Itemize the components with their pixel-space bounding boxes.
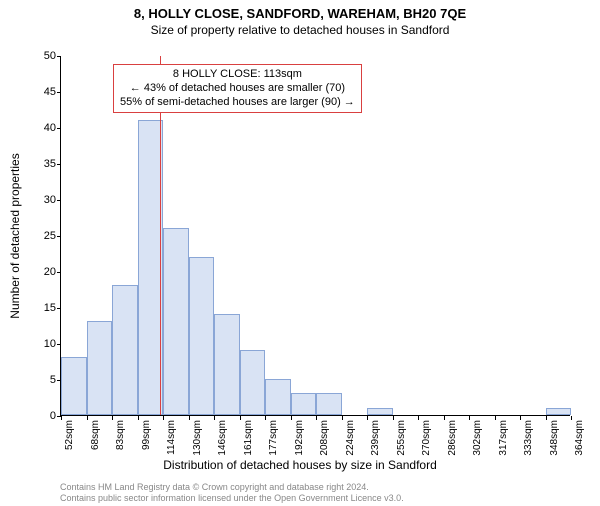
y-tick-mark [57,56,61,57]
y-tick-mark [57,164,61,165]
x-tick-mark [112,416,113,420]
x-tick-label: 114sqm [166,420,177,455]
plot-region: 0510152025303540455052sqm68sqm83sqm99sqm… [60,56,570,416]
footer-line2: Contains public sector information licen… [60,493,404,504]
histogram-bar [240,350,266,415]
y-tick-label: 35 [16,158,56,170]
histogram-bar [546,408,572,415]
x-tick-mark [342,416,343,420]
y-tick-label: 45 [16,86,56,98]
x-tick-label: 302sqm [472,420,483,456]
y-tick-mark [57,308,61,309]
x-tick-label: 224sqm [345,420,356,456]
x-tick-label: 68sqm [90,420,101,450]
x-tick-mark [87,416,88,420]
y-tick-mark [57,92,61,93]
footer-line1: Contains HM Land Registry data © Crown c… [60,482,404,493]
x-tick-label: 146sqm [217,420,228,456]
x-tick-mark [189,416,190,420]
x-axis-label: Distribution of detached houses by size … [0,458,600,472]
y-tick-mark [57,200,61,201]
x-tick-mark [520,416,521,420]
x-tick-mark [571,416,572,420]
x-tick-label: 83sqm [115,420,126,450]
x-tick-label: 364sqm [574,420,585,456]
annotation-line2: ← 43% of detached houses are smaller (70… [120,82,355,96]
histogram-bar [214,314,240,415]
y-tick-label: 20 [16,266,56,278]
annotation-line3: 55% of semi-detached houses are larger (… [120,96,355,110]
annotation-line1: 8 HOLLY CLOSE: 113sqm [120,68,355,82]
x-tick-mark [418,416,419,420]
histogram-bar [138,120,164,415]
chart-title-main: 8, HOLLY CLOSE, SANDFORD, WAREHAM, BH20 … [0,6,600,21]
x-tick-mark [214,416,215,420]
y-tick-label: 40 [16,122,56,134]
histogram-bar [163,228,189,415]
chart-subtitle: Size of property relative to detached ho… [0,23,600,37]
x-tick-mark [393,416,394,420]
x-tick-mark [240,416,241,420]
x-tick-mark [367,416,368,420]
x-tick-mark [163,416,164,420]
y-tick-mark [57,128,61,129]
y-tick-mark [57,272,61,273]
x-tick-label: 239sqm [370,420,381,456]
x-tick-label: 270sqm [421,420,432,456]
x-tick-label: 348sqm [549,420,560,456]
y-tick-label: 25 [16,230,56,242]
histogram-bar [265,379,291,415]
y-tick-label: 10 [16,338,56,350]
x-tick-label: 208sqm [319,420,330,456]
histogram-bar [61,357,87,415]
histogram-bar [87,321,113,415]
x-tick-label: 255sqm [396,420,407,456]
annotation-box: 8 HOLLY CLOSE: 113sqm← 43% of detached h… [113,64,362,113]
x-tick-mark [265,416,266,420]
y-tick-mark [57,344,61,345]
x-tick-label: 99sqm [141,420,152,450]
histogram-bar [367,408,393,415]
x-tick-mark [469,416,470,420]
y-tick-label: 5 [16,374,56,386]
histogram-bar [112,285,138,415]
x-tick-mark [444,416,445,420]
x-tick-mark [61,416,62,420]
y-tick-label: 0 [16,410,56,422]
histogram-bar [316,393,342,415]
x-tick-label: 333sqm [523,420,534,456]
x-tick-label: 52sqm [64,420,75,450]
x-tick-label: 177sqm [268,420,279,456]
x-tick-mark [291,416,292,420]
x-tick-mark [316,416,317,420]
footer-attribution: Contains HM Land Registry data © Crown c… [60,482,404,504]
x-tick-label: 192sqm [294,420,305,456]
x-tick-label: 130sqm [192,420,203,456]
x-tick-label: 161sqm [243,420,254,456]
x-tick-label: 286sqm [447,420,458,456]
x-tick-mark [138,416,139,420]
y-tick-label: 50 [16,50,56,62]
x-tick-label: 317sqm [498,420,509,456]
y-tick-label: 30 [16,194,56,206]
histogram-bar [189,257,215,415]
y-tick-mark [57,236,61,237]
chart-area: 0510152025303540455052sqm68sqm83sqm99sqm… [60,56,570,416]
histogram-bar [291,393,317,415]
x-tick-mark [546,416,547,420]
y-tick-label: 15 [16,302,56,314]
x-tick-mark [495,416,496,420]
